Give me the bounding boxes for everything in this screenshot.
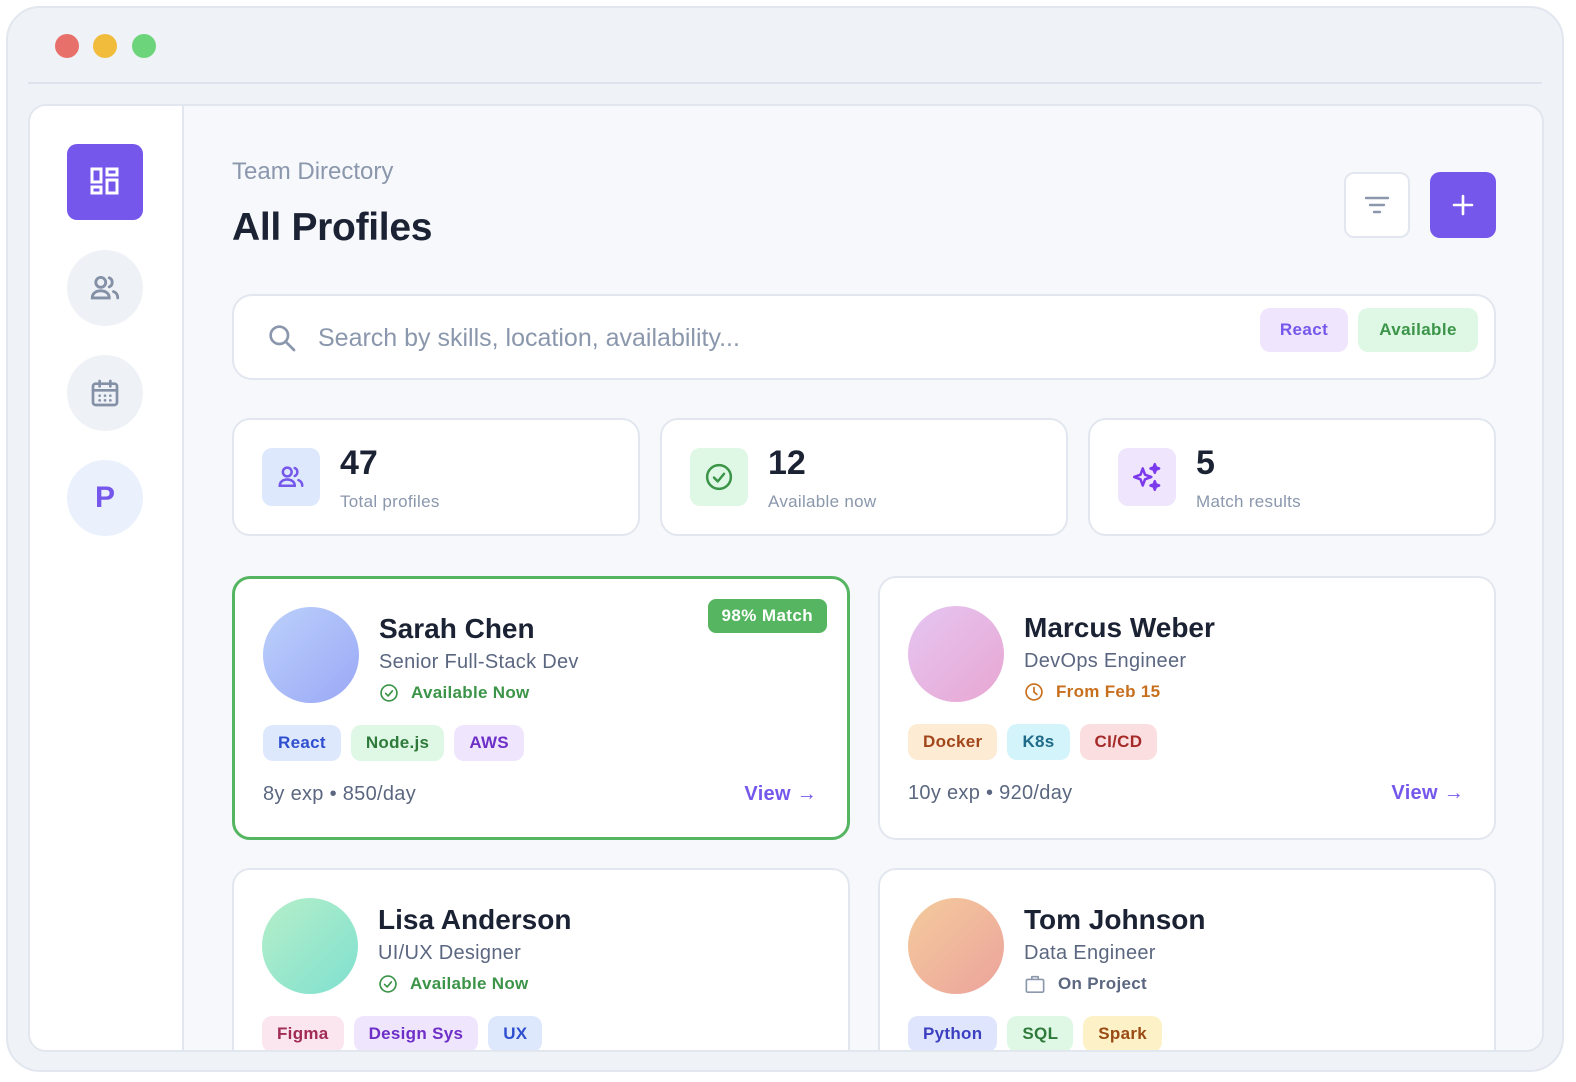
stat-label: Available now: [768, 492, 877, 511]
stat-icon-box: [262, 448, 320, 506]
skill-tag: Docker: [908, 724, 998, 760]
check-circle-icon: [379, 975, 397, 993]
skill-tag: SQL: [1007, 1016, 1074, 1050]
filter-chip-react[interactable]: React: [1260, 308, 1348, 352]
profile-role: UI/UX Designer: [378, 942, 522, 964]
availability-status: On Project: [1024, 974, 1147, 994]
stat-card-matches: 5 Match results: [1088, 418, 1496, 536]
profile-role: Data Engineer: [1024, 942, 1156, 964]
profile-name: Sarah Chen: [379, 613, 535, 644]
stat-card-total: 47 Total profiles: [232, 418, 640, 536]
skill-tag: React: [263, 725, 341, 761]
view-profile-link[interactable]: View →: [744, 783, 817, 805]
skill-tag: K8s: [1007, 724, 1070, 760]
main-content: Team Directory All Profiles React: [186, 106, 1542, 1050]
filter-button[interactable]: [1344, 172, 1410, 238]
stat-card-available: 12 Available now: [660, 418, 1068, 536]
users-icon: [278, 466, 304, 487]
profile-role: DevOps Engineer: [1024, 650, 1187, 672]
users-icon: [90, 275, 120, 300]
status-text: On Project: [1058, 974, 1147, 993]
status-text: Available Now: [411, 683, 530, 702]
stat-value: 5: [1196, 444, 1215, 482]
app-window: P Team Directory All Profiles: [6, 6, 1564, 1072]
minimize-window-button[interactable]: [93, 34, 117, 58]
plus-icon: [1452, 194, 1474, 216]
search-icon: [269, 325, 296, 352]
sidebar: P: [30, 106, 184, 1050]
match-badge: 98% Match: [707, 599, 827, 633]
profile-name: Tom Johnson: [1024, 904, 1206, 935]
availability-status: Available Now: [378, 974, 529, 994]
filter-chip-available[interactable]: Available: [1358, 308, 1478, 352]
skill-tags: Python SQL Spark: [908, 1016, 1163, 1050]
avatar: [908, 606, 1004, 702]
sparkles-icon: [1132, 462, 1161, 492]
profile-card[interactable]: Lisa Anderson UI/UX Designer Available N…: [232, 868, 850, 1050]
skill-tag: Spark: [1083, 1016, 1163, 1050]
profile-card[interactable]: Sarah Chen Senior Full-Stack Dev Availab…: [232, 576, 850, 840]
sidebar-item-calendar[interactable]: [67, 355, 143, 431]
skill-tag: Node.js: [350, 725, 445, 761]
skill-tag: Figma: [262, 1016, 344, 1050]
stat-label: Match results: [1196, 492, 1301, 511]
profile-name: Lisa Anderson: [378, 904, 572, 935]
avatar: [262, 898, 358, 994]
availability-status: From Feb 15: [1024, 682, 1160, 702]
search-bar: React Available: [232, 294, 1496, 380]
profile-name: Marcus Weber: [1024, 612, 1215, 643]
close-window-button[interactable]: [55, 34, 79, 58]
calendar-icon: [91, 379, 119, 407]
stat-label: Total profiles: [340, 492, 440, 511]
stat-icon-box: [1118, 448, 1176, 506]
sidebar-item-dashboard[interactable]: [67, 144, 143, 220]
skill-tag: AWS: [454, 725, 524, 761]
skill-tag: Design Sys: [353, 1016, 479, 1050]
check-circle-icon: [705, 463, 733, 491]
skill-tag: CI/CD: [1079, 724, 1158, 760]
filter-icon: [1364, 196, 1390, 214]
availability-status: Available Now: [379, 683, 530, 703]
experience-rate: 8y exp • 850/day: [263, 783, 417, 805]
view-profile-link[interactable]: View →: [1391, 782, 1464, 804]
status-text: Available Now: [410, 974, 529, 993]
add-profile-button[interactable]: [1430, 172, 1496, 238]
search-input[interactable]: [318, 314, 1218, 362]
check-circle-icon: [380, 684, 398, 702]
title-bar: [8, 8, 1562, 84]
avatar: [908, 898, 1004, 994]
avatar: [263, 607, 359, 703]
stat-icon-box: [690, 448, 748, 506]
status-text: From Feb 15: [1056, 682, 1161, 701]
dashboard-icon: [90, 167, 119, 195]
experience-rate: 10y exp • 920/day: [908, 782, 1073, 804]
breadcrumb: Team Directory: [232, 158, 394, 185]
sidebar-item-team[interactable]: [67, 250, 143, 326]
skill-tag: Python: [908, 1016, 998, 1050]
page-title: All Profiles: [232, 206, 433, 249]
titlebar-divider: [28, 82, 1542, 84]
stat-value: 47: [340, 444, 378, 482]
profile-card[interactable]: Tom Johnson Data Engineer On Project Pyt…: [878, 868, 1496, 1050]
stat-value: 12: [768, 444, 806, 482]
skill-tag: UX: [488, 1016, 543, 1050]
maximize-window-button[interactable]: [132, 34, 156, 58]
profile-initial: P: [94, 481, 115, 514]
profile-card[interactable]: Marcus Weber DevOps Engineer From Feb 15…: [878, 576, 1496, 840]
clock-icon: [1025, 683, 1043, 701]
profile-role: Senior Full-Stack Dev: [379, 651, 579, 673]
skill-tags: React Node.js AWS: [263, 725, 524, 761]
skill-tags: Docker K8s CI/CD: [908, 724, 1158, 760]
briefcase-icon: [1025, 975, 1045, 993]
app-frame: P Team Directory All Profiles: [28, 104, 1544, 1052]
skill-tags: Figma Design Sys UX: [262, 1016, 543, 1050]
sidebar-item-profile[interactable]: P: [67, 460, 143, 536]
